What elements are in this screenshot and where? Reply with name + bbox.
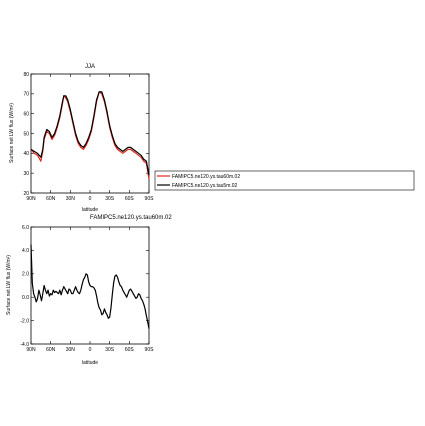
chart-bottom-y-axis-label: Surface net LW flux (W/m²) xyxy=(6,255,12,315)
chart-bottom-title: FAMIPC5.ne120.ys.tau60m.02 xyxy=(90,215,172,221)
chart-top-y-tick-label-0: 20 xyxy=(23,191,29,197)
chart-bottom-y-tick-label-3: 2.0 xyxy=(22,272,29,278)
chart-bottom-x-tick-label-5: 60S xyxy=(125,347,135,353)
chart-bottom-x-axis: 90N 60N 30N 0 30S 60S 90S xyxy=(26,227,154,353)
chart-bottom-y-tick-label-0: -4.0 xyxy=(20,342,29,348)
chart-bottom-x-tick-label-0: 90N xyxy=(26,347,36,353)
chart-top-x-axis-label: latitude xyxy=(82,207,98,213)
legend-entry-0: FAMIPC5.ne120.ys.tau60m.02 xyxy=(157,174,240,180)
chart-top-x-tick-label-2: 30N xyxy=(66,196,76,202)
chart-top-series-line-0 xyxy=(30,91,150,180)
chart-top-y-tick-label-5: 70 xyxy=(23,92,29,98)
chart-top-x-tick-label-6: 90S xyxy=(145,196,155,202)
chart-top-y-tick-label-6: 80 xyxy=(23,72,29,78)
chart-bottom-y-tick-label-5: 6.0 xyxy=(22,225,29,231)
chart-top-x-axis: 90N 60N 30N 0 30S 60S 90S xyxy=(26,74,154,202)
chart-bottom-series-line-0 xyxy=(30,244,150,329)
chart-top-y-axis: 20 30 40 50 60 70 80 xyxy=(23,72,149,197)
chart-bottom-x-tick-label-4: 30S xyxy=(105,347,115,353)
chart-top-y-axis-label: Surface net LW flux (W/m²) xyxy=(9,103,15,163)
chart-bottom-x-tick-label-2: 30N xyxy=(66,347,76,353)
chart-top-y-tick-label-3: 50 xyxy=(23,131,29,137)
chart-bottom-y-tick-label-4: 4.0 xyxy=(22,248,29,254)
chart-top-title: JJA xyxy=(85,64,95,70)
chart-top-x-tick-label-4: 30S xyxy=(105,196,115,202)
chart-bottom-x-axis-label: latitude xyxy=(82,360,98,366)
chart-bottom-x-tick-label-3: 0 xyxy=(89,347,92,353)
legend-label-1: FAMIPC5.ne120.ys.tau5m.02 xyxy=(172,183,238,189)
chart-top-x-tick-label-5: 60S xyxy=(125,196,135,202)
legend-entry-1: FAMIPC5.ne120.ys.tau5m.02 xyxy=(157,183,238,189)
chart-bottom-y-axis: -4.0 -2.0 0.0 2.0 4.0 6.0 xyxy=(20,225,149,348)
legend: FAMIPC5.ne120.ys.tau60m.02 FAMIPC5.ne120… xyxy=(154,170,415,191)
chart-top-series xyxy=(30,91,150,180)
chart-bottom-series xyxy=(30,244,150,329)
chart-top-x-tick-label-3: 0 xyxy=(89,196,92,202)
chart-bottom-x-tick-label-1: 60N xyxy=(46,347,56,353)
chart-top-y-tick-label-1: 30 xyxy=(23,171,29,177)
chart-top-series-line-1 xyxy=(30,91,150,176)
chart-top-y-tick-label-4: 60 xyxy=(23,111,29,117)
chart-bottom: FAMIPC5.ne120.ys.tau60m.02 -4.0 -2.0 0.0 2.… xyxy=(6,215,172,366)
chart-top-y-tick-label-2: 40 xyxy=(23,151,29,157)
chart-top: JJA 20 30 40 50 60 70 80 90N 60N 30N 0 30S 60S 90S S… xyxy=(9,64,415,213)
chart-bottom-y-tick-label-2: 0.0 xyxy=(22,295,29,301)
chart-bottom-y-tick-label-1: -2.0 xyxy=(20,318,29,324)
chart-bottom-x-tick-label-6: 90S xyxy=(145,347,155,353)
legend-box xyxy=(154,170,415,191)
chart-top-x-tick-label-0: 90N xyxy=(26,196,36,202)
chart-top-x-tick-label-1: 60N xyxy=(46,196,56,202)
legend-label-0: FAMIPC5.ne120.ys.tau60m.02 xyxy=(172,174,240,180)
